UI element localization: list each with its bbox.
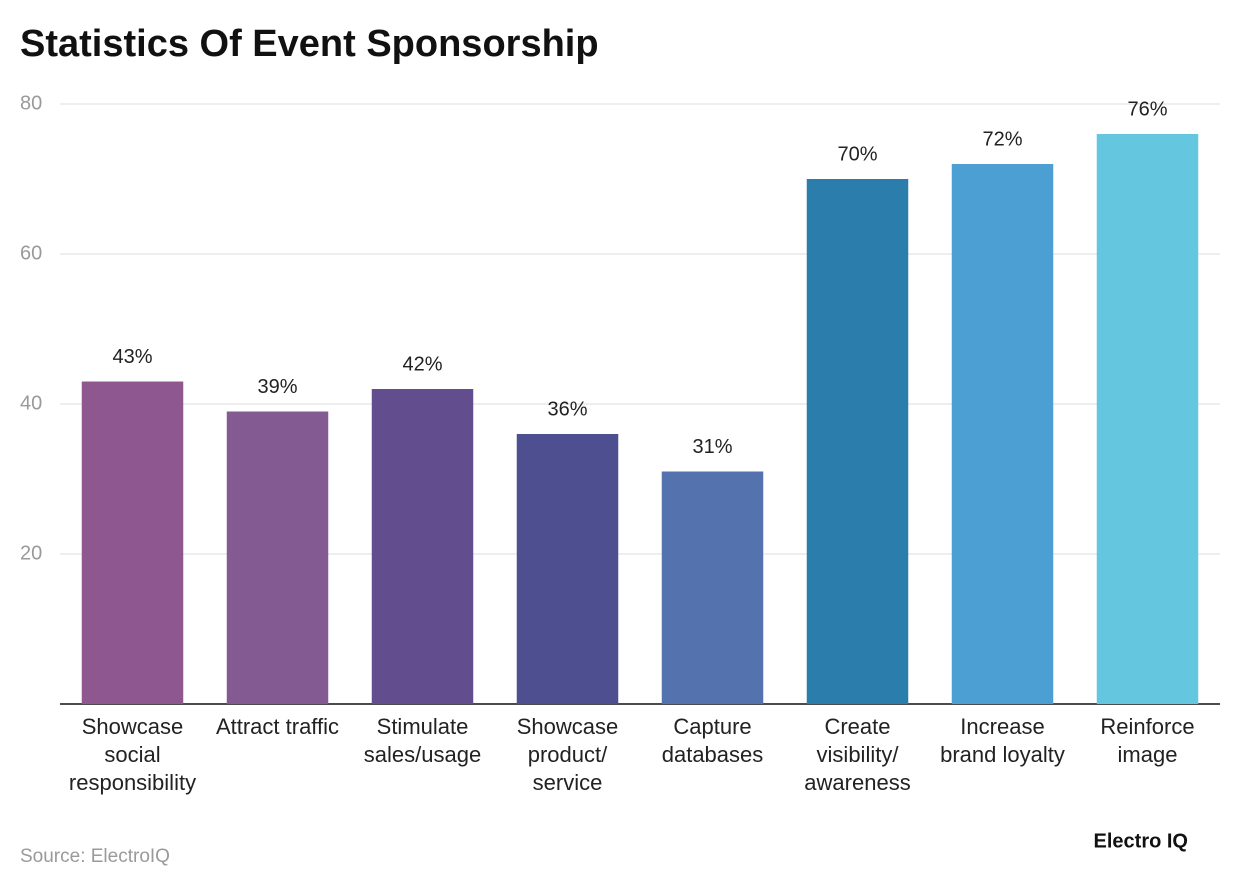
x-tick-label: Showcase product/service — [517, 714, 619, 795]
bar — [951, 164, 1054, 704]
x-tick-label: Create visibility/awareness — [804, 714, 910, 795]
x-tick-label: Capture databases — [662, 714, 764, 767]
value-label: 31% — [692, 436, 732, 458]
bar — [226, 411, 329, 704]
bar — [371, 389, 474, 704]
bar — [661, 471, 764, 704]
x-tick-label: Stimulate sales/usage — [364, 714, 481, 767]
y-tick-label: 20 — [20, 542, 42, 564]
value-label: 39% — [257, 376, 297, 398]
chart-title: Statistics Of Event Sponsorship — [20, 23, 599, 65]
bar — [1096, 134, 1199, 704]
x-tick-label: Attract traffic — [216, 714, 339, 739]
value-label: 36% — [547, 398, 587, 420]
y-tick-label: 60 — [20, 242, 42, 264]
value-label: 70% — [837, 143, 877, 165]
bar — [806, 179, 909, 704]
value-label: 42% — [402, 353, 442, 375]
bar — [516, 434, 619, 704]
source: Source: ElectroIQ — [20, 846, 170, 867]
x-tick-label: Showcase social responsibility — [69, 714, 196, 795]
value-label: 43% — [112, 346, 152, 368]
value-label: 72% — [982, 128, 1022, 150]
y-tick-label: 80 — [20, 92, 42, 114]
x-tick-label: Increase brand loyalty — [940, 714, 1065, 767]
y-tick-label: 40 — [20, 392, 42, 414]
brand: Electro IQ — [1094, 830, 1188, 852]
x-tick-label: Reinforce image — [1100, 714, 1194, 767]
value-label: 76% — [1127, 98, 1167, 120]
bar — [81, 381, 184, 704]
